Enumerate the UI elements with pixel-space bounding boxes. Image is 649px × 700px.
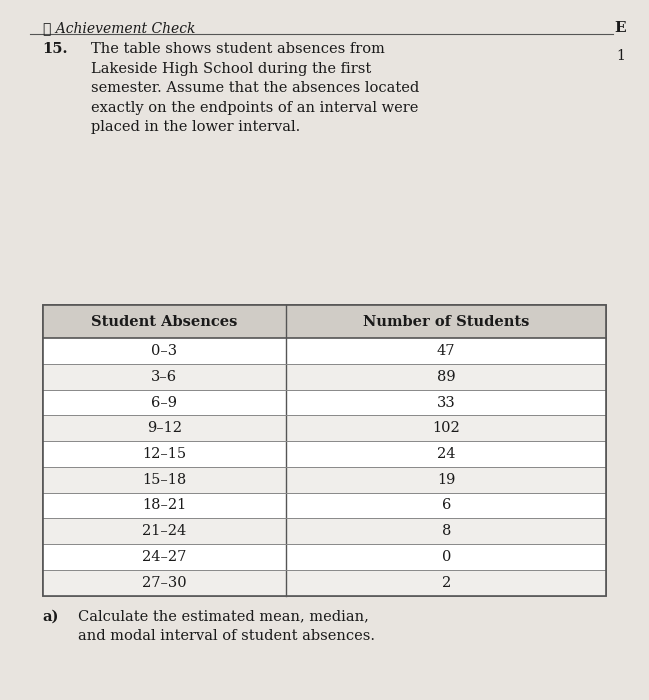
Text: E: E	[614, 22, 626, 36]
Text: 15–18: 15–18	[142, 473, 186, 486]
Text: 1: 1	[617, 49, 626, 63]
Text: ✓ Achievement Check: ✓ Achievement Check	[43, 22, 195, 36]
Bar	[43, 493, 606, 519]
Text: 6–9: 6–9	[151, 395, 177, 409]
Bar	[43, 570, 606, 596]
Text: 0–3: 0–3	[151, 344, 177, 358]
Text: a): a)	[43, 610, 59, 624]
Text: 12–15: 12–15	[142, 447, 186, 461]
Text: 21–24: 21–24	[142, 524, 186, 538]
Bar	[43, 305, 606, 338]
Text: 33: 33	[437, 395, 456, 409]
Bar	[43, 441, 606, 467]
Bar	[43, 519, 606, 544]
Bar	[43, 305, 606, 596]
Text: 18–21: 18–21	[142, 498, 186, 512]
Bar	[43, 544, 606, 570]
Text: 9–12: 9–12	[147, 421, 182, 435]
Text: 19: 19	[437, 473, 456, 486]
Bar	[43, 338, 606, 364]
Text: 15.: 15.	[43, 42, 68, 56]
Text: 2: 2	[441, 575, 451, 589]
Text: Student Absences: Student Absences	[91, 314, 238, 328]
Text: 0: 0	[441, 550, 451, 564]
Bar	[43, 364, 606, 390]
Text: Number of Students: Number of Students	[363, 314, 530, 328]
Bar	[43, 390, 606, 415]
Text: 6: 6	[441, 498, 451, 512]
Text: 24: 24	[437, 447, 456, 461]
Text: Calculate the estimated mean, median,
and modal interval of student absences.: Calculate the estimated mean, median, an…	[78, 610, 375, 643]
Text: 89: 89	[437, 370, 456, 384]
Text: 47: 47	[437, 344, 456, 358]
Bar	[43, 467, 606, 493]
Text: 8: 8	[441, 524, 451, 538]
Text: 27–30: 27–30	[142, 575, 187, 589]
Text: 102: 102	[432, 421, 460, 435]
Text: 24–27: 24–27	[142, 550, 186, 564]
Bar	[43, 415, 606, 441]
Bar	[43, 305, 606, 596]
Text: 3–6: 3–6	[151, 370, 177, 384]
Text: The table shows student absences from
Lakeside High School during the first
seme: The table shows student absences from La…	[91, 42, 419, 134]
